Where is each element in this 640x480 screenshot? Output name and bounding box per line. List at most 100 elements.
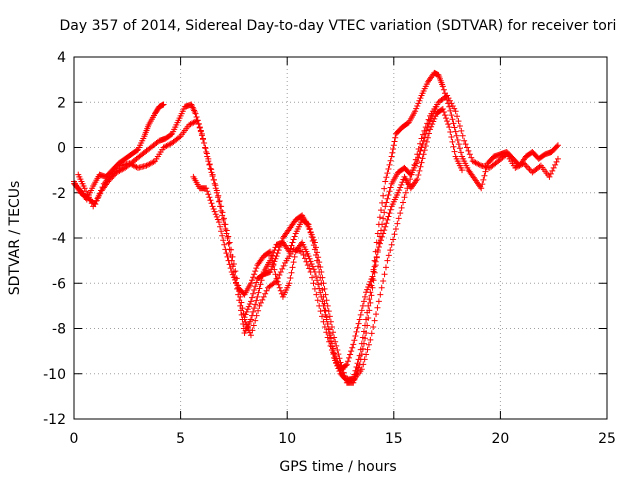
data-point — [288, 269, 295, 276]
data-point — [228, 246, 235, 253]
data-point — [332, 338, 339, 345]
data-point — [202, 145, 209, 152]
data-point — [253, 265, 260, 272]
data-point — [371, 317, 378, 324]
data-point — [371, 263, 378, 270]
data-point — [322, 291, 329, 298]
data-point — [237, 293, 244, 300]
data-point — [333, 342, 340, 349]
data-point — [254, 293, 261, 300]
data-point — [387, 247, 394, 254]
data-point — [394, 220, 401, 227]
data-point — [269, 263, 276, 270]
data-point — [168, 131, 175, 138]
data-point — [348, 348, 355, 355]
data-point — [224, 253, 231, 260]
data-point — [311, 239, 318, 246]
data-point — [249, 327, 256, 334]
data-point — [320, 280, 327, 287]
data-point — [212, 182, 219, 189]
data-point — [454, 113, 461, 120]
data-point — [244, 324, 251, 331]
data-point — [208, 166, 215, 173]
data-point — [275, 247, 282, 254]
data-point — [417, 163, 424, 170]
data-point — [232, 268, 239, 275]
data-point — [309, 274, 316, 281]
data-point — [416, 167, 423, 174]
data-point — [452, 128, 459, 135]
data-point — [419, 155, 426, 162]
data-point — [401, 194, 408, 201]
data-point — [447, 129, 454, 136]
data-point — [247, 332, 254, 339]
data-point — [310, 266, 317, 273]
data-point — [352, 333, 359, 340]
data-point — [367, 336, 374, 343]
data-point — [290, 259, 297, 266]
data-point — [323, 316, 330, 323]
data-point — [330, 329, 337, 336]
data-point — [454, 136, 461, 143]
data-point — [314, 277, 321, 284]
data-point — [446, 103, 453, 110]
data-point — [420, 137, 427, 144]
data-point — [253, 297, 260, 304]
data-point — [466, 151, 473, 158]
data-point — [479, 181, 486, 188]
data-point — [321, 307, 328, 314]
data-point — [306, 255, 313, 262]
data-point — [192, 110, 199, 117]
data-point — [372, 262, 379, 269]
data-point — [133, 147, 140, 154]
data-point — [451, 148, 458, 155]
data-point — [336, 355, 343, 362]
data-point — [273, 275, 280, 282]
data-point — [266, 249, 273, 256]
data-point — [243, 308, 250, 315]
data-point — [363, 289, 370, 296]
data-point — [366, 296, 373, 303]
data-point — [274, 278, 281, 285]
data-point — [328, 340, 335, 347]
data-point — [552, 161, 559, 168]
data-point — [227, 265, 234, 272]
x-axis-label: GPS time / hours — [279, 459, 396, 475]
data-point — [323, 329, 330, 336]
data-point — [198, 132, 205, 139]
data-point — [210, 205, 217, 212]
data-point — [363, 330, 370, 337]
data-point — [440, 109, 447, 116]
data-point — [304, 262, 311, 269]
data-point — [334, 346, 341, 353]
data-point — [201, 139, 208, 146]
data-point — [279, 265, 286, 272]
data-point — [415, 100, 422, 107]
data-point — [386, 188, 393, 195]
data-point — [384, 195, 391, 202]
data-point — [272, 255, 279, 262]
data-point — [380, 192, 387, 199]
data-point — [252, 301, 259, 308]
data-point — [350, 379, 357, 386]
data-point — [257, 299, 264, 306]
data-point — [316, 285, 323, 292]
data-point — [400, 199, 407, 206]
data-point — [386, 161, 393, 168]
data-point — [480, 176, 487, 183]
data-point — [196, 124, 203, 131]
data-point — [354, 367, 361, 374]
data-point — [271, 258, 278, 265]
data-point — [446, 97, 453, 104]
data-point — [213, 213, 220, 220]
data-point — [389, 149, 396, 156]
data-point — [456, 123, 463, 130]
data-point — [309, 263, 316, 270]
data-point — [382, 203, 389, 210]
data-point — [461, 137, 468, 144]
data-point — [309, 234, 316, 241]
data-point — [391, 138, 398, 145]
data-point — [222, 221, 229, 228]
data-point — [99, 184, 106, 191]
